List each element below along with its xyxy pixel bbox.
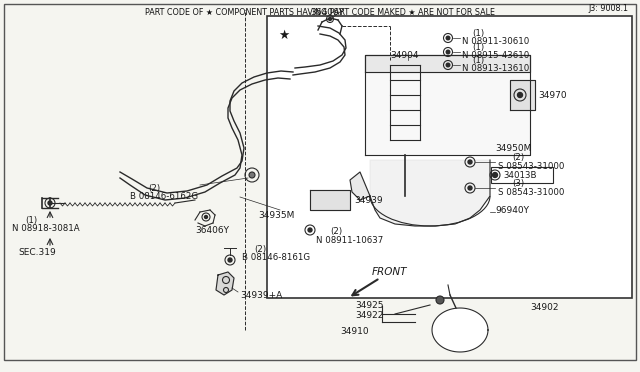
- Circle shape: [493, 173, 497, 177]
- Text: (1): (1): [472, 42, 484, 51]
- Polygon shape: [432, 308, 488, 352]
- Circle shape: [446, 50, 450, 54]
- Text: (2): (2): [148, 183, 160, 192]
- Polygon shape: [310, 190, 350, 210]
- Text: 34950M: 34950M: [495, 144, 531, 153]
- Circle shape: [228, 258, 232, 262]
- Text: (1): (1): [472, 55, 484, 64]
- Text: 34925: 34925: [355, 301, 383, 311]
- Bar: [267, 16, 632, 298]
- Text: N 08911-10637: N 08911-10637: [316, 235, 383, 244]
- Text: (1): (1): [472, 29, 484, 38]
- Polygon shape: [365, 55, 530, 72]
- Text: FRONT: FRONT: [372, 267, 408, 277]
- Text: (1): (1): [25, 215, 37, 224]
- Polygon shape: [510, 80, 535, 110]
- Circle shape: [468, 186, 472, 190]
- Text: (2): (2): [512, 153, 524, 161]
- Text: N 08915-43610: N 08915-43610: [462, 51, 529, 60]
- Polygon shape: [365, 55, 530, 155]
- Text: (3): (3): [512, 179, 524, 187]
- Text: 34904: 34904: [390, 51, 419, 60]
- Text: N 08918-3081A: N 08918-3081A: [12, 224, 79, 232]
- Polygon shape: [350, 172, 370, 200]
- Text: 36406Y: 36406Y: [310, 7, 344, 16]
- Text: J3: 9008.1: J3: 9008.1: [588, 3, 628, 13]
- Polygon shape: [370, 160, 490, 226]
- Text: N 08913-13610: N 08913-13610: [462, 64, 529, 73]
- Text: 34902: 34902: [530, 304, 559, 312]
- Text: 34970: 34970: [538, 90, 566, 99]
- Text: S 08543-31000: S 08543-31000: [498, 161, 564, 170]
- Circle shape: [328, 17, 332, 20]
- Circle shape: [446, 36, 450, 40]
- Text: B 08146-6162G: B 08146-6162G: [130, 192, 198, 201]
- Text: SEC.319: SEC.319: [18, 247, 56, 257]
- Text: B 08146-8161G: B 08146-8161G: [242, 253, 310, 263]
- Text: 34935M: 34935M: [258, 211, 294, 219]
- Circle shape: [436, 296, 444, 304]
- Circle shape: [205, 215, 207, 218]
- Text: (2): (2): [254, 244, 266, 253]
- Text: 34013B: 34013B: [503, 170, 536, 180]
- Text: 34910: 34910: [340, 327, 369, 337]
- Circle shape: [446, 63, 450, 67]
- Text: S 08543-31000: S 08543-31000: [498, 187, 564, 196]
- Circle shape: [48, 201, 52, 205]
- Text: (2): (2): [330, 227, 342, 235]
- Circle shape: [468, 160, 472, 164]
- Text: ★: ★: [278, 29, 289, 42]
- Text: PART CODE OF ★ COMPONENT PARTS HAVING PART CODE MAKED ★ ARE NOT FOR SALE: PART CODE OF ★ COMPONENT PARTS HAVING PA…: [145, 7, 495, 16]
- Circle shape: [308, 228, 312, 232]
- Text: 36406Y: 36406Y: [195, 225, 229, 234]
- FancyBboxPatch shape: [491, 167, 553, 183]
- Text: 34939: 34939: [354, 196, 383, 205]
- Text: 34939+A: 34939+A: [240, 291, 282, 299]
- Text: N 08911-30610: N 08911-30610: [462, 36, 529, 45]
- Text: 34922: 34922: [355, 311, 383, 321]
- Polygon shape: [216, 272, 234, 295]
- Circle shape: [518, 93, 522, 97]
- Text: 96940Y: 96940Y: [495, 205, 529, 215]
- Circle shape: [249, 172, 255, 178]
